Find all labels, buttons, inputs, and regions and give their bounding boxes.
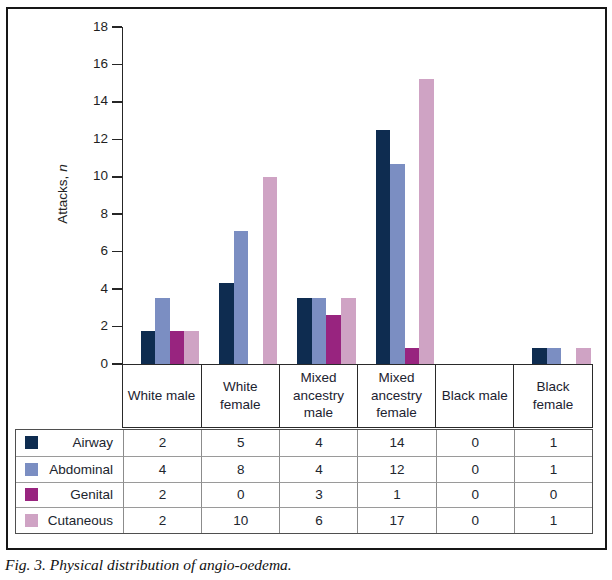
value-airway-white-male: 2	[123, 430, 201, 456]
value-airway-mixed-ancestry-male: 4	[279, 430, 357, 456]
bar-genital-white-male	[170, 331, 185, 364]
y-tick-label-12: 12	[74, 131, 108, 146]
bar-cutaneous-white-female	[263, 177, 278, 364]
value-cutaneous-mixed-ancestry-female: 17	[357, 507, 435, 533]
value-abdominal-white-male: 4	[123, 456, 201, 482]
category-label-black-female: Black female	[513, 365, 591, 427]
value-airway-black-male: 0	[436, 430, 514, 456]
y-tick-label-0: 0	[74, 356, 108, 371]
y-tick-label-6: 6	[74, 243, 108, 258]
bar-airway-black-female	[532, 348, 547, 364]
value-genital-mixed-ancestry-female: 1	[357, 482, 435, 508]
value-genital-white-female: 0	[201, 482, 279, 508]
value-abdominal-black-female: 1	[514, 456, 592, 482]
y-tick-mark-6	[112, 251, 122, 253]
y-axis-line	[122, 27, 124, 365]
category-label-black-male: Black male	[435, 365, 513, 427]
legend-swatch-airway	[25, 436, 38, 449]
y-axis-title-text: Attacks,	[55, 176, 70, 224]
bar-abdominal-white-male	[155, 298, 170, 364]
legend-swatch-cutaneous	[25, 514, 38, 527]
value-genital-black-male: 0	[436, 482, 514, 508]
y-tick-mark-8	[112, 213, 122, 215]
bar-cutaneous-black-female	[576, 348, 591, 364]
legend-label-abdominal: Abdominal	[49, 462, 113, 477]
y-tick-mark-0	[112, 363, 122, 365]
bar-airway-white-male	[141, 331, 156, 364]
legend-label-genital: Genital	[70, 487, 113, 502]
bar-airway-mixed-ancestry-male	[297, 298, 312, 364]
y-tick-mark-18	[112, 26, 122, 28]
value-airway-white-female: 5	[201, 430, 279, 456]
category-label-white-male: White male	[123, 365, 201, 427]
y-tick-label-16: 16	[74, 56, 108, 71]
value-cutaneous-black-female: 1	[514, 507, 592, 533]
bar-abdominal-white-female	[234, 231, 249, 364]
value-abdominal-mixed-ancestry-male: 4	[279, 456, 357, 482]
y-tick-mark-2	[112, 326, 122, 328]
y-tick-mark-16	[112, 64, 122, 66]
figure-caption: Fig. 3. Physical distribution of angio-o…	[5, 556, 292, 574]
legend-swatch-genital	[25, 488, 38, 501]
legend-swatch-abdominal	[25, 463, 38, 476]
legend-label-airway: Airway	[72, 435, 113, 450]
value-airway-mixed-ancestry-female: 14	[357, 430, 435, 456]
figure-3-angio-oedema-chart: Attacks, n 181614121086420 White maleWhi…	[0, 0, 612, 580]
y-tick-label-18: 18	[74, 19, 108, 34]
legend-row-airway: Airway	[16, 430, 123, 456]
bar-genital-mixed-ancestry-male	[326, 315, 341, 364]
value-cutaneous-black-male: 0	[436, 507, 514, 533]
value-genital-black-female: 0	[514, 482, 592, 508]
value-abdominal-black-male: 0	[436, 456, 514, 482]
bar-abdominal-mixed-ancestry-male	[312, 298, 327, 364]
bar-genital-mixed-ancestry-female	[405, 348, 420, 364]
value-airway-black-female: 1	[514, 430, 592, 456]
bar-abdominal-mixed-ancestry-female	[390, 164, 405, 364]
value-abdominal-white-female: 8	[201, 456, 279, 482]
bar-cutaneous-white-male	[184, 331, 199, 364]
bar-airway-mixed-ancestry-female	[376, 130, 391, 364]
category-label-mixed-ancestry-female: Mixed ancestry female	[357, 365, 435, 427]
y-tick-mark-12	[112, 139, 122, 141]
value-genital-mixed-ancestry-male: 3	[279, 482, 357, 508]
legend-label-cutaneous: Cutaneous	[48, 513, 113, 528]
bar-airway-white-female	[219, 283, 234, 364]
value-cutaneous-mixed-ancestry-male: 6	[279, 507, 357, 533]
legend-data-table: Airway2541401Abdominal4841201Genital2031…	[15, 429, 593, 534]
y-tick-label-10: 10	[74, 168, 108, 183]
y-tick-label-2: 2	[74, 318, 108, 333]
category-label-white-female: White female	[201, 365, 279, 427]
x-axis-category-row: White maleWhite femaleMixed ancestry mal…	[122, 364, 593, 428]
category-label-mixed-ancestry-male: Mixed ancestry male	[279, 365, 357, 427]
value-abdominal-mixed-ancestry-female: 12	[357, 456, 435, 482]
bar-cutaneous-mixed-ancestry-male	[341, 298, 356, 364]
bar-abdominal-black-female	[547, 348, 562, 364]
legend-row-abdominal: Abdominal	[16, 456, 123, 482]
y-tick-label-14: 14	[74, 93, 108, 108]
y-axis-title-variable: n	[55, 164, 70, 172]
bar-cutaneous-mixed-ancestry-female	[419, 79, 434, 364]
y-tick-mark-4	[112, 288, 122, 290]
legend-row-genital: Genital	[16, 482, 123, 508]
value-cutaneous-white-female: 10	[201, 507, 279, 533]
y-tick-label-4: 4	[74, 281, 108, 296]
y-axis-title: Attacks, n	[55, 164, 70, 223]
value-cutaneous-white-male: 2	[123, 507, 201, 533]
y-tick-mark-10	[112, 176, 122, 178]
legend-row-cutaneous: Cutaneous	[16, 507, 123, 533]
y-tick-mark-14	[112, 101, 122, 103]
y-tick-label-8: 8	[74, 206, 108, 221]
value-genital-white-male: 2	[123, 482, 201, 508]
